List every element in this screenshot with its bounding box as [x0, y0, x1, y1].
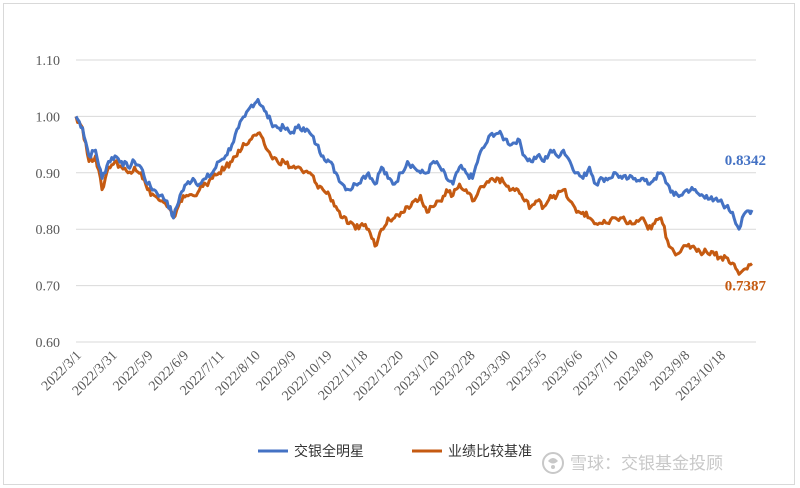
series-line-1	[74, 98, 754, 231]
series-line-2	[74, 116, 753, 276]
x-axis-ticks: 2022/3/12022/3/312022/5/92022/6/92022/7/…	[39, 348, 729, 404]
chart-border	[3, 3, 795, 485]
y-tick-label-3: 0.90	[36, 167, 61, 182]
snowball-logo-icon	[542, 452, 564, 474]
end-label-series-1: 0.8342	[725, 153, 766, 169]
legend: 交银全明星 业绩比较基准	[258, 443, 532, 460]
gridlines	[76, 59, 756, 343]
y-tick-label-5: 1.10	[36, 54, 61, 69]
y-tick-label-4: 1.00	[36, 110, 61, 125]
y-tick-label-1: 0.70	[36, 280, 61, 295]
end-label-series-2: 0.7387	[725, 279, 767, 295]
watermark-text: 雪球：交银基金投顾	[570, 454, 723, 474]
legend-label-series-1: 交银全明星	[294, 443, 364, 460]
y-tick-label-0: 0.60	[36, 336, 61, 351]
end-labels: 0.8342 0.7387	[725, 153, 767, 295]
watermark: 雪球：交银基金投顾	[542, 452, 723, 474]
series-lines	[74, 98, 754, 276]
legend-label-series-2: 业绩比较基准	[448, 443, 532, 460]
y-tick-label-2: 0.80	[36, 223, 61, 238]
y-axis-ticks: 0.60 0.70 0.80 0.90 1.00 1.10	[36, 54, 61, 351]
